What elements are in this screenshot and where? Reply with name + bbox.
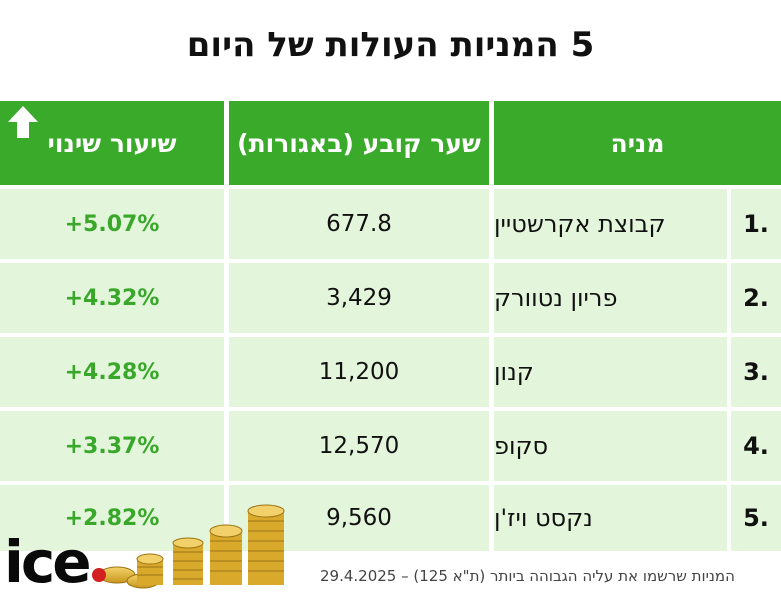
stocks-table: שיעור שינוי שער קובע (באגורות) מניה +5.0… — [0, 101, 781, 551]
table-row-1-change: +5.07% — [0, 189, 224, 259]
table-row-2-name: פריון נטוורק — [494, 263, 727, 333]
table-row-4-price: 12,570 — [229, 411, 489, 481]
page-title: 5 המניות העולות של היום — [0, 0, 781, 90]
table-row-3-name: קנון — [494, 337, 727, 407]
header-stock: מניה — [494, 101, 781, 185]
table-row-3-price: 11,200 — [229, 337, 489, 407]
table-row-1-name: קבוצת אקרשטיין — [494, 189, 727, 259]
table-row-1-num: 1. — [731, 189, 781, 259]
table-row-4-name: סקופ — [494, 411, 727, 481]
table-row-4-change: +3.37% — [0, 411, 224, 481]
table-row-3-num: 3. — [731, 337, 781, 407]
coins-icon — [98, 504, 285, 589]
up-arrow-icon — [8, 106, 38, 138]
header-price: שער קובע (באגורות) — [229, 101, 489, 185]
table-row-1-price: 677.8 — [229, 189, 489, 259]
ice-logo: ice — [4, 528, 106, 598]
table-row-2-change: +4.32% — [0, 263, 224, 333]
table-row-5-num: 5. — [731, 485, 781, 551]
table-row-3-change: +4.28% — [0, 337, 224, 407]
logo-text: ice — [4, 528, 92, 596]
footer-note: המניות שרשמו את עליה הגבוהה ביותר (ת"א 1… — [320, 567, 735, 585]
table-row-2-price: 3,429 — [229, 263, 489, 333]
logo-dot — [91, 568, 106, 582]
table-row-4-num: 4. — [731, 411, 781, 481]
header-change: שיעור שינוי — [0, 101, 224, 185]
table-row-2-num: 2. — [731, 263, 781, 333]
table-row-5-name: נקסט ויז'ן — [494, 485, 727, 551]
